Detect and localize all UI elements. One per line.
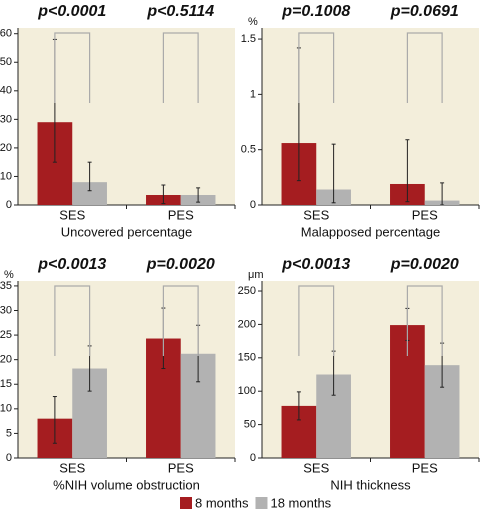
- y-unit: %: [4, 269, 14, 281]
- x-tick-label: SES: [303, 207, 329, 222]
- legend-label: 18 months: [270, 495, 331, 510]
- bracket: [54, 32, 91, 103]
- bracket: [298, 32, 335, 103]
- y-tick-label: 200: [238, 318, 256, 330]
- y-tick-label: 5: [6, 427, 12, 439]
- y-unit: %: [248, 16, 258, 28]
- p-value: p=0.0020: [146, 256, 215, 273]
- y-tick-label: 60: [0, 28, 12, 40]
- bracket: [406, 32, 443, 103]
- p-value: p<0.5114: [146, 3, 214, 20]
- y-tick-label: 20: [0, 142, 12, 154]
- y-tick-label: 40: [0, 85, 12, 97]
- y-tick-label: 15: [0, 378, 12, 390]
- x-tick-label: PES: [412, 460, 438, 475]
- y-tick-label: 25: [0, 329, 12, 341]
- y-tick-label: 10: [0, 403, 12, 415]
- x-tick-label: PES: [412, 207, 438, 222]
- x-axis-label: NIH thickness: [330, 477, 411, 492]
- p-value: p<0.0001: [37, 3, 106, 20]
- y-tick-label: 150: [238, 352, 256, 364]
- y-tick-label: 20: [0, 354, 12, 366]
- legend-swatch: [180, 497, 192, 509]
- y-tick-label: 50: [244, 419, 256, 431]
- p-value: p=0.1008: [281, 3, 350, 20]
- y-tick-label: 0.5: [241, 144, 256, 156]
- x-tick-label: PES: [168, 460, 194, 475]
- x-tick-label: SES: [59, 460, 85, 475]
- y-tick-label: 0: [250, 199, 256, 211]
- y-tick-label: 1.5: [241, 33, 256, 45]
- bar: [72, 182, 107, 205]
- y-tick-label: 30: [0, 304, 12, 316]
- bracket: [298, 285, 335, 356]
- y-tick-label: 0: [6, 452, 12, 464]
- y-tick-label: 35: [0, 280, 12, 292]
- p-value: p=0.0691: [390, 3, 459, 20]
- y-tick-label: 0: [6, 199, 12, 211]
- x-axis-label: Uncovered percentage: [61, 224, 193, 239]
- bracket: [162, 285, 199, 356]
- y-tick-label: 30: [0, 113, 12, 125]
- bracket: [406, 285, 443, 356]
- legend-label: 8 months: [195, 495, 249, 510]
- y-unit: μm: [248, 269, 264, 281]
- y-tick-label: 1: [250, 88, 256, 100]
- x-tick-label: SES: [303, 460, 329, 475]
- x-tick-label: PES: [168, 207, 194, 222]
- p-value: p<0.0013: [281, 256, 350, 273]
- bracket: [54, 285, 91, 356]
- y-tick-label: 10: [0, 170, 12, 182]
- p-value: p<0.0013: [37, 256, 106, 273]
- y-tick-label: 100: [238, 385, 256, 397]
- x-tick-label: SES: [59, 207, 85, 222]
- x-axis-label: %NIH volume obstruction: [53, 477, 200, 492]
- bracket: [162, 32, 199, 103]
- y-tick-label: 0: [250, 452, 256, 464]
- p-value: p=0.0020: [390, 256, 459, 273]
- y-tick-label: 50: [0, 56, 12, 68]
- legend-swatch: [255, 497, 268, 509]
- x-axis-label: Malapposed percentage: [301, 224, 441, 239]
- y-tick-label: 250: [238, 285, 256, 297]
